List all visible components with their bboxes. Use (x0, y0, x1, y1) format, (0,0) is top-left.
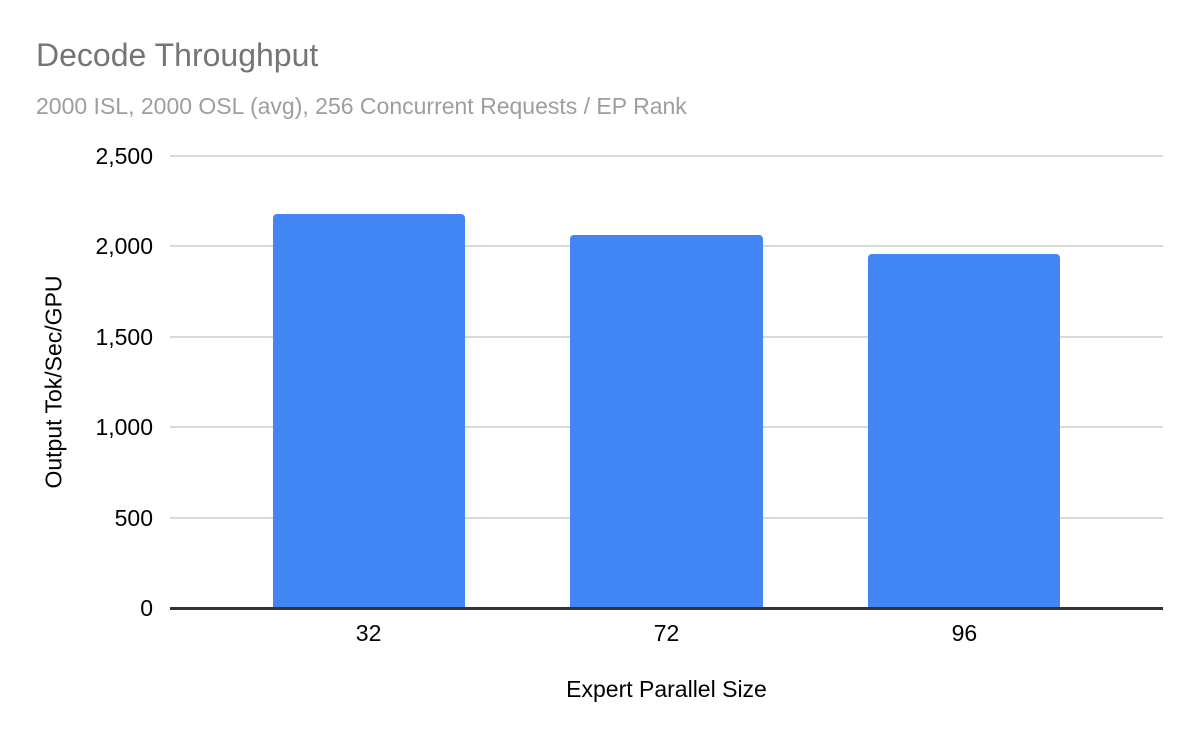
y-tick-label: 1,500 (95, 323, 153, 350)
x-axis-title: Expert Parallel Size (566, 676, 767, 702)
x-tick-label: 32 (355, 620, 382, 646)
x-tick-label: 96 (951, 620, 978, 646)
x-axis-baseline (170, 607, 1163, 610)
y-tick-label: 2,500 (95, 143, 153, 169)
bar[interactable] (868, 253, 1061, 608)
y-tick-label: 0 (140, 595, 153, 621)
chart-subtitle: 2000 ISL, 2000 OSL (avg), 256 Concurrent… (36, 93, 687, 119)
y-axis-title: Output Tok/Sec/GPU (40, 275, 67, 489)
y-tick-label: 1,000 (95, 414, 153, 441)
y-tick-label: 500 (114, 504, 153, 531)
gridline (170, 155, 1163, 157)
bar[interactable] (570, 234, 763, 608)
bar[interactable] (272, 213, 465, 608)
plot-area (170, 155, 1163, 610)
x-tick-label: 72 (653, 620, 680, 646)
chart-title: Decode Throughput (36, 37, 319, 73)
y-tick-label: 2,000 (95, 233, 153, 260)
